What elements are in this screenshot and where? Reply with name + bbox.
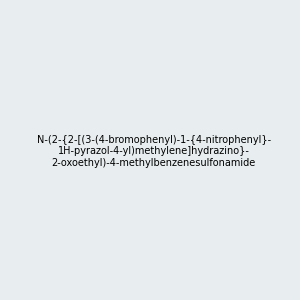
Text: N-(2-{2-[(3-(4-bromophenyl)-1-{4-nitrophenyl}-
1H-pyrazol-4-yl)methylene]hydrazi: N-(2-{2-[(3-(4-bromophenyl)-1-{4-nitroph… xyxy=(37,135,271,168)
